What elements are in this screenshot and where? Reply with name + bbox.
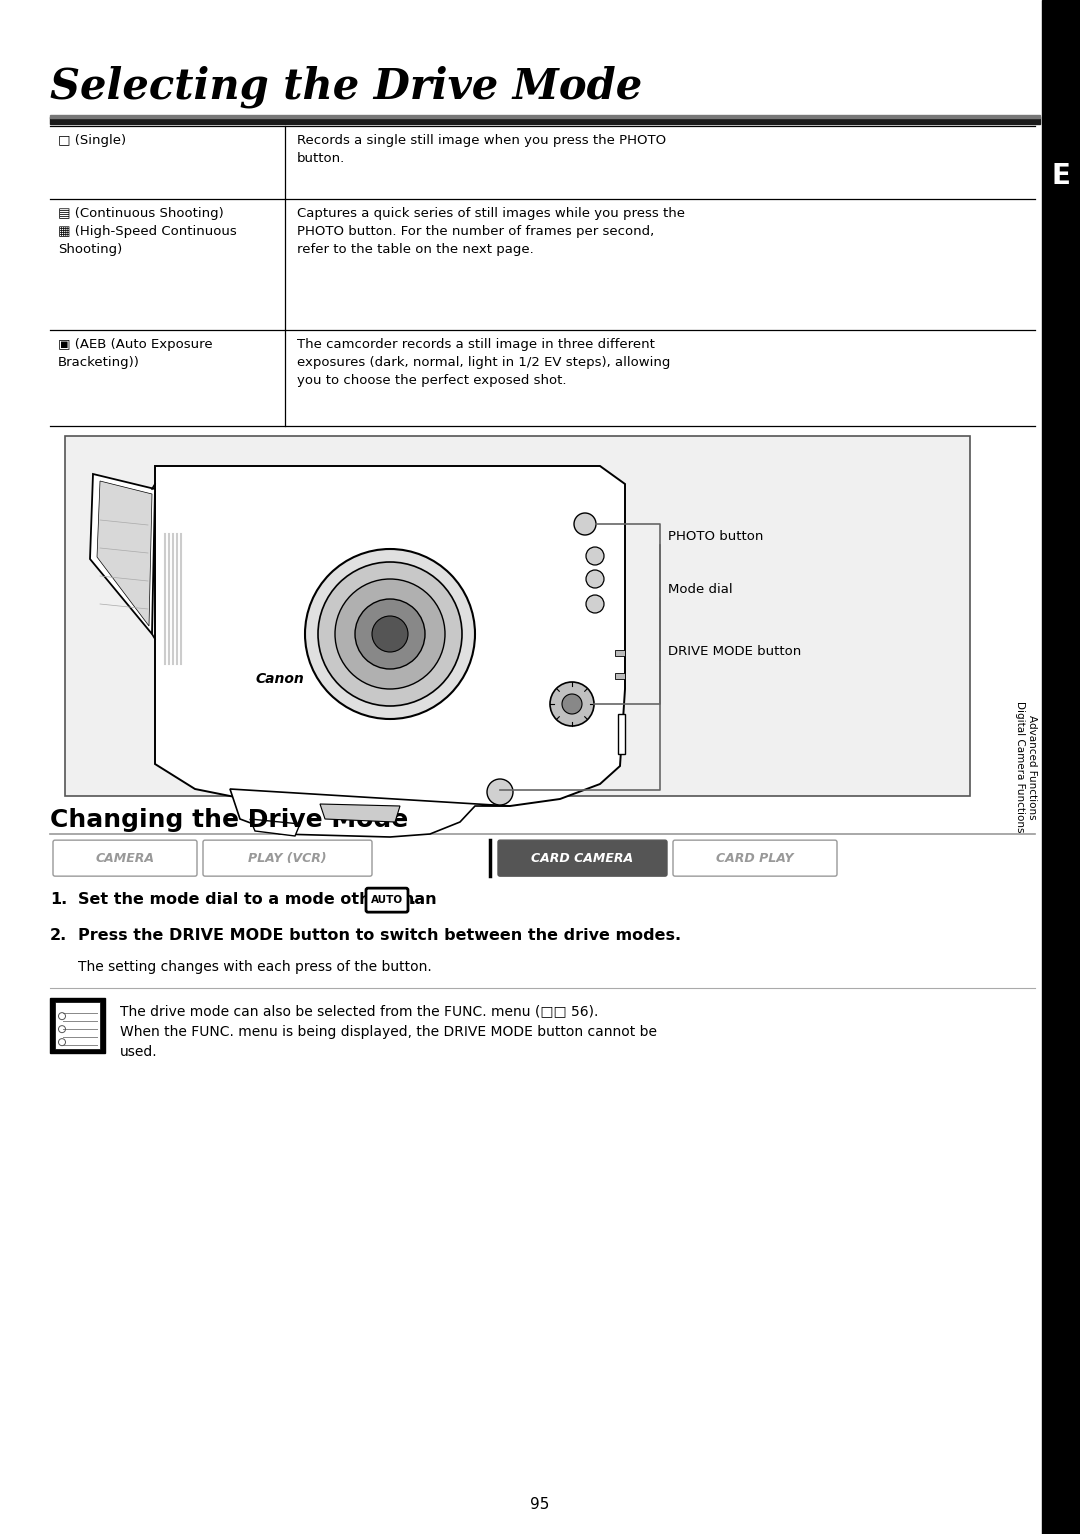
Circle shape [487,779,513,805]
Circle shape [355,598,426,669]
Text: CARD PLAY: CARD PLAY [716,851,794,865]
Text: Selecting the Drive Mode: Selecting the Drive Mode [50,66,643,109]
FancyBboxPatch shape [366,888,408,913]
Text: ▤ (Continuous Shooting)
▦ (High-Speed Continuous
Shooting): ▤ (Continuous Shooting) ▦ (High-Speed Co… [58,207,237,256]
Text: Advanced Functions
Digital Camera Functions: Advanced Functions Digital Camera Functi… [1015,701,1037,833]
FancyBboxPatch shape [53,841,197,876]
Text: PLAY (VCR): PLAY (VCR) [248,851,327,865]
Text: .: . [409,893,415,907]
Polygon shape [156,466,625,805]
Text: □ (Single): □ (Single) [58,133,126,147]
Polygon shape [97,482,152,626]
Circle shape [562,693,582,713]
Text: CAMERA: CAMERA [95,851,154,865]
Text: Mode dial: Mode dial [669,583,732,597]
Bar [65,437,970,796]
Polygon shape [320,804,400,822]
Circle shape [335,578,445,689]
Circle shape [550,683,594,726]
Bar [50,117,1040,124]
Bar [55,1002,100,1049]
Text: Canon: Canon [256,672,305,686]
FancyBboxPatch shape [498,841,667,876]
Polygon shape [249,819,300,836]
Text: Records a single still image when you press the PHOTO
button.: Records a single still image when you pr… [297,133,666,164]
Bar [50,115,1040,118]
Circle shape [318,561,462,706]
Text: Changing the Drive Mode: Changing the Drive Mode [50,808,408,831]
Text: The camcorder records a still image in three different
exposures (dark, normal, : The camcorder records a still image in t… [297,337,671,387]
FancyBboxPatch shape [673,841,837,876]
Text: The setting changes with each press of the button.: The setting changes with each press of t… [78,960,432,974]
Polygon shape [618,713,625,755]
Circle shape [586,571,604,588]
Circle shape [573,512,596,535]
Text: Captures a quick series of still images while you press the
PHOTO button. For th: Captures a quick series of still images … [297,207,685,256]
Circle shape [586,548,604,565]
Text: E: E [1052,163,1070,190]
Bar [50,999,105,1054]
Text: The drive mode can also be selected from the FUNC. menu (□□ 56).
When the FUNC. : The drive mode can also be selected from… [120,1005,657,1060]
Text: PHOTO button: PHOTO button [669,529,764,543]
Circle shape [372,617,408,652]
Text: ▣ (AEB (Auto Exposure
Bracketing)): ▣ (AEB (Auto Exposure Bracketing)) [58,337,213,368]
Text: Set the mode dial to a mode other than: Set the mode dial to a mode other than [78,893,442,907]
Text: CARD CAMERA: CARD CAMERA [531,851,634,865]
Bar [615,673,625,680]
Text: DRIVE MODE button: DRIVE MODE button [669,644,801,658]
Text: 2.: 2. [50,928,67,943]
Polygon shape [230,788,510,838]
Circle shape [586,595,604,614]
Text: AUTO: AUTO [370,896,403,905]
Bar [615,650,625,657]
Text: 1.: 1. [50,893,67,907]
Text: Press the DRIVE MODE button to switch between the drive modes.: Press the DRIVE MODE button to switch be… [78,928,681,943]
Polygon shape [90,474,156,634]
Text: 95: 95 [530,1497,550,1513]
FancyBboxPatch shape [203,841,372,876]
Circle shape [305,549,475,719]
Bar [1042,0,1080,1534]
